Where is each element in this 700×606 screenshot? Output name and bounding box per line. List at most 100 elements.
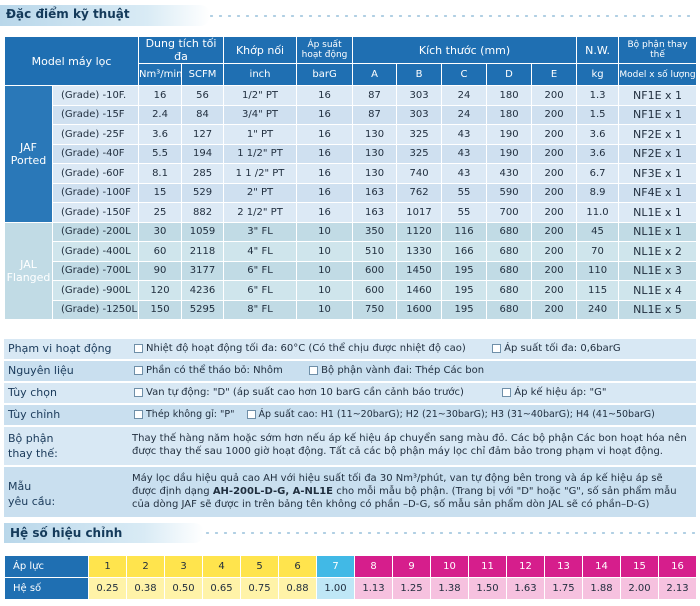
feature-label: Tùy chọn: [8, 386, 57, 399]
feature-option: Áp suất tối đa: 0,6barG: [504, 343, 621, 354]
coef-pressure-label: Áp lực: [4, 555, 89, 578]
feature-sample: Mẫu yêu cầu: Máy lọc dầu hiệu quả cao AH…: [4, 467, 696, 517]
cell-nw: 240: [576, 299, 620, 320]
cell-part: NL1E x 5: [618, 299, 698, 320]
cell-a: 510: [352, 241, 398, 262]
cell-port: 1 1/2" PT: [223, 143, 298, 164]
cell-b: 1120: [396, 221, 443, 242]
checkbox-icon[interactable]: [502, 387, 512, 397]
cell-part: NF3E x 1: [618, 163, 698, 184]
coef-pressure-cell: 3: [164, 555, 203, 578]
cell-nm3: 16: [138, 85, 183, 106]
group-label-line: Flanged: [6, 270, 51, 284]
checkbox-icon[interactable]: [246, 410, 256, 419]
coef-title-strip: Hệ số hiệu chỉnh: [4, 523, 204, 543]
cell-b: 325: [396, 143, 443, 164]
cell-barg: 16: [296, 182, 354, 203]
checkbox-icon[interactable]: [134, 410, 143, 419]
feature-custom: Tùy chỉnh Thép không gỉ: "P" Áp suất cao…: [4, 405, 696, 425]
cell-d: 190: [486, 143, 533, 164]
checkbox-icon[interactable]: [134, 343, 143, 353]
decorative-dots: [140, 530, 696, 536]
header-parts-sub: Model x số lượng: [618, 63, 698, 86]
cell-c: 43: [441, 124, 488, 145]
cell-e: 200: [531, 280, 578, 301]
cell-port: 1/2" PT: [223, 85, 298, 106]
cell-c: 24: [441, 104, 488, 125]
cell-model: (Grade) -15F: [51, 104, 140, 125]
cell-part: NL1E x 1: [618, 202, 698, 223]
coef-factor-cell: 2.00: [620, 577, 659, 600]
cell-nm3: 3.6: [138, 124, 183, 145]
cell-model: (Grade) -40F: [51, 143, 140, 164]
cell-scfm: 1059: [181, 221, 225, 242]
checkbox-icon[interactable]: [134, 387, 143, 397]
sample-text: Máy lọc dầu hiệu quả cao AH với hiệu suấ…: [132, 473, 663, 497]
feature-option: Áp kế hiệu áp: "G": [514, 387, 607, 398]
cell-c: 166: [441, 241, 488, 262]
cell-part: NL1E x 3: [618, 260, 698, 281]
coef-factor-cell: 0.65: [202, 577, 241, 600]
cell-b: 762: [396, 182, 443, 203]
coef-factor-row: Hệ số 0.25 0.38 0.50 0.65 0.75 0.88 1.00 1.13 1.…: [4, 577, 697, 600]
cell-barg: 16: [296, 202, 354, 223]
coef-pressure-cell: 8: [354, 555, 393, 578]
spec-table: Model máy lọc Dung tích tối đa Khớp nối …: [3, 36, 698, 320]
coef-factor-cell: 1.63: [506, 577, 545, 600]
checkbox-icon[interactable]: [134, 365, 143, 375]
cell-nm3: 120: [138, 280, 183, 301]
cell-part: NF2E x 1: [618, 124, 698, 145]
cell-part: NF1E x 1: [618, 85, 698, 106]
table-row: JAF Ported (Grade) -10F. 16 56 1/2" PT 16 87 303…: [4, 85, 698, 223]
cell-barg: 16: [296, 104, 354, 125]
cell-e: 200: [531, 124, 578, 145]
cell-e: 200: [531, 260, 578, 281]
checkbox-icon[interactable]: [309, 365, 319, 375]
coef-pressure-cell: 7: [316, 555, 355, 578]
cell-port: 3" FL: [223, 221, 298, 242]
header-barg: barG: [296, 63, 354, 86]
coef-pressure-cell: 15: [620, 555, 659, 578]
cell-nm3: 25: [138, 202, 183, 223]
cell-barg: 10: [296, 241, 354, 262]
cell-barg: 16: [296, 85, 354, 106]
decorative-dots: [90, 13, 690, 19]
feature-option: Thép không gỉ: "P": [146, 409, 235, 420]
cell-c: 55: [441, 202, 488, 223]
coef-pressure-cell: 12: [506, 555, 545, 578]
coef-factor-cell: 0.75: [240, 577, 279, 600]
cell-a: 130: [352, 143, 398, 164]
feature-option: Van tự động: "D" (áp suất cao hơn 10 bar…: [146, 387, 464, 398]
table-row: (Grade) -700L 90 3177 6" FL 10 600 1450 195 680 2…: [5, 260, 698, 281]
cell-port: 1 1 /2" PT: [223, 163, 298, 184]
table-row: (Grade) -40F 5.5 194 1 1/2" PT 16 130 325 43 190…: [5, 143, 698, 164]
sample-code: AH-200L-D-G, A-NL1E: [212, 486, 334, 497]
header-kg: kg: [576, 63, 620, 86]
cell-nw: 6.7: [576, 163, 620, 184]
cell-a: 163: [352, 202, 398, 223]
cell-d: 190: [486, 124, 533, 145]
coef-pressure-cell: 14: [582, 555, 621, 578]
feature-label-line: Mẫu: [8, 480, 32, 493]
cell-scfm: 3177: [181, 260, 225, 281]
cell-scfm: 529: [181, 182, 225, 203]
cell-b: 1017: [396, 202, 443, 223]
feature-label: Phạm vi hoạt động: [8, 342, 112, 355]
cell-d: 680: [486, 299, 533, 320]
cell-c: 24: [441, 85, 488, 106]
coef-pressure-cell: 2: [126, 555, 165, 578]
feature-option: Áp suất cao: H1 (11~20barG); H2 (21~30ba…: [258, 409, 655, 420]
cell-barg: 10: [296, 280, 354, 301]
cell-port: 6" FL: [223, 280, 298, 301]
coef-factor-cell: 0.88: [278, 577, 317, 600]
cell-model: (Grade) -1250L: [51, 299, 140, 320]
coef-title: Hệ số hiệu chỉnh: [10, 526, 123, 540]
feature-options: Tùy chọn Van tự động: "D" (áp suất cao h…: [4, 383, 696, 403]
cell-port: 1" PT: [223, 124, 298, 145]
coef-factor-cell: 0.25: [88, 577, 127, 600]
cell-part: NL1E x 4: [618, 280, 698, 301]
table-row: (Grade) -25F 3.6 127 1" PT 16 130 325 43 190 200 3…: [5, 124, 698, 145]
cell-e: 200: [531, 104, 578, 125]
checkbox-icon[interactable]: [492, 343, 502, 353]
feature-text: Máy lọc dầu hiệu quả cao AH với hiệu suấ…: [132, 472, 690, 511]
